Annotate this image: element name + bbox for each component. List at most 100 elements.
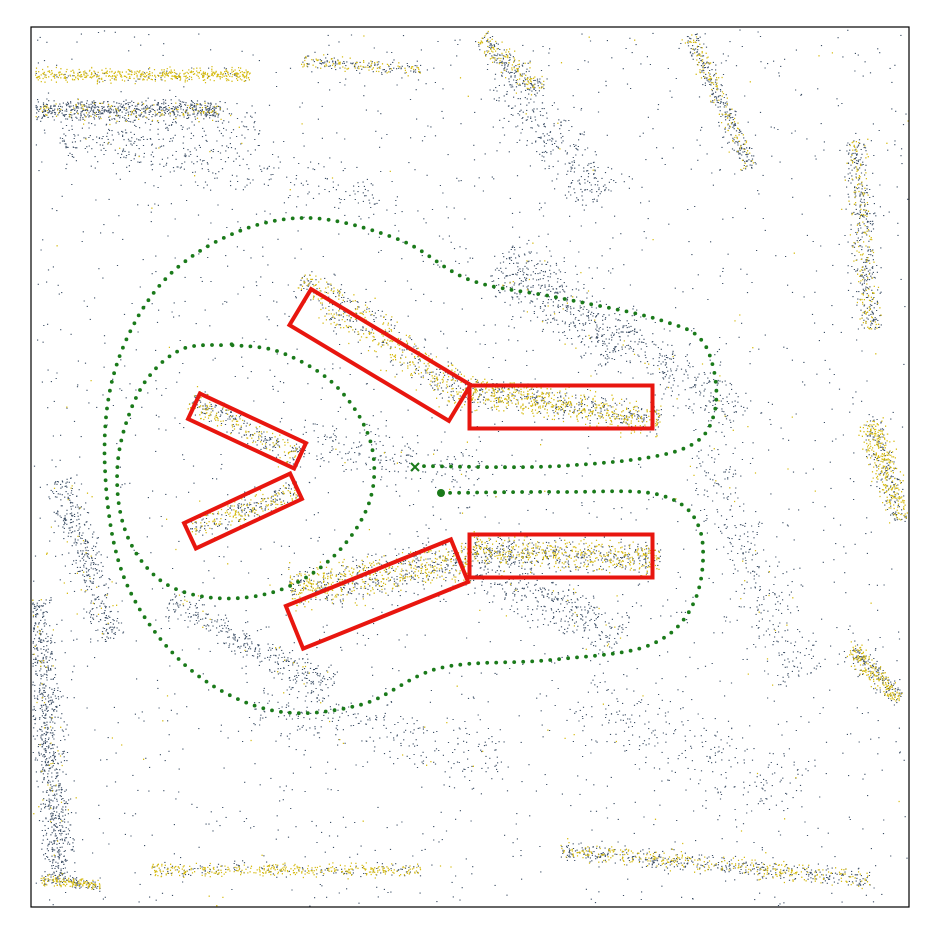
trajectory-dot: [521, 465, 525, 469]
trajectory-dot: [128, 329, 133, 334]
trajectory-dot: [125, 583, 130, 588]
trajectory-dot: [122, 575, 126, 580]
trajectory-dot: [484, 490, 488, 495]
trajectory-dot: [476, 465, 480, 469]
trajectory-dot: [266, 346, 271, 351]
trajectory-dot: [305, 711, 310, 715]
trajectory-dot: [359, 702, 363, 707]
trajectory-markers: [410, 462, 445, 497]
trajectory-dot: [476, 661, 481, 666]
trajectory-dot: [221, 236, 226, 240]
trajectory-dot: [124, 421, 128, 425]
trajectory-dot: [154, 366, 158, 371]
trajectory-dot: [669, 630, 674, 635]
trajectory-dot: [175, 349, 180, 354]
trajectory-dot: [163, 277, 168, 282]
trajectory-inner-loop: [115, 342, 377, 601]
trajectory-dot: [711, 415, 715, 420]
trajectory-dot: [467, 661, 472, 666]
trajectory-dot: [116, 558, 121, 563]
trajectory-dot: [255, 223, 260, 227]
trajectory-dot: [700, 540, 705, 545]
trajectory-dot: [474, 280, 479, 284]
trajectory-dot: [117, 354, 122, 358]
trajectory-dot: [710, 362, 715, 366]
trajectory-dot: [557, 464, 561, 468]
trajectory-dot: [699, 532, 703, 536]
trajectory-dot: [607, 305, 611, 310]
trajectory-dot: [493, 490, 497, 495]
trajectory-dot: [272, 218, 277, 223]
trajectory-dot: [592, 489, 596, 494]
trajectory-dot: [372, 466, 377, 470]
trajectory-dot: [458, 662, 463, 667]
trajectory-dot: [108, 388, 112, 393]
trajectory-dot: [219, 343, 223, 347]
trajectory-dot: [142, 380, 147, 385]
trajectory-dot: [145, 566, 150, 570]
trajectory-dot: [279, 587, 284, 592]
trajectory-dot: [530, 659, 535, 664]
trajectory-dot: [290, 216, 295, 221]
trajectory-dot: [696, 523, 701, 528]
trajectory-dot: [704, 345, 709, 350]
trajectory-dot: [355, 525, 359, 530]
trajectory-dot: [253, 594, 258, 599]
trajectory-dot: [104, 487, 109, 492]
trajectory-dot: [689, 443, 694, 447]
trajectory-dot: [283, 352, 288, 357]
trajectory-dot: [136, 313, 141, 318]
trajectory-dot: [117, 447, 122, 452]
trajectory-dot: [399, 683, 404, 687]
trajectory-dot: [659, 318, 664, 323]
trajectory-dot: [308, 216, 313, 220]
trajectory-dot: [299, 216, 304, 220]
trajectory-dot: [615, 307, 620, 312]
trajectory-dot: [539, 658, 544, 663]
trajectory-dot: [132, 321, 137, 326]
trajectory-dot: [296, 711, 301, 716]
trajectory-dot: [342, 392, 346, 397]
trajectory-dot: [466, 490, 470, 495]
trajectory-dot: [628, 489, 632, 494]
trajectory-dot: [593, 461, 597, 466]
trajectory-dot: [580, 300, 585, 305]
trajectory-dot: [270, 708, 274, 713]
trajectory-dot: [562, 297, 567, 301]
trajectory-dot: [440, 665, 445, 670]
trajectory-dot: [288, 584, 292, 588]
trajectory-dot: [529, 490, 533, 494]
trajectory-dot: [637, 646, 642, 651]
trajectory-dot: [701, 549, 705, 554]
trajectory-dot: [176, 657, 181, 661]
trajectory-dot: [315, 369, 320, 373]
trajectory-dot: [167, 354, 172, 359]
trajectory-dot: [183, 663, 188, 667]
trajectory-dot: [182, 590, 187, 595]
trajectory-dot: [628, 458, 633, 462]
trajectory-dot: [114, 549, 118, 554]
trajectory-dot: [103, 478, 108, 483]
trajectory-dot: [548, 464, 552, 469]
trajectory-dot: [281, 217, 286, 222]
trajectory-dot: [133, 599, 138, 604]
trajectory-dot: [466, 277, 470, 282]
trajectory-dot: [697, 585, 702, 590]
trajectory-dot: [335, 219, 340, 224]
trajectory-dot: [121, 429, 126, 434]
trajectory-dot: [353, 223, 357, 228]
trajectory-dot: [160, 360, 165, 364]
trajectory-dot: [347, 399, 352, 404]
trajectory-dot: [628, 648, 633, 653]
trajectory-dot: [686, 610, 691, 615]
trajectory-dot: [378, 231, 383, 235]
trajectory-dot: [102, 442, 107, 447]
trajectory-dot: [106, 505, 110, 510]
trajectory-dot: [158, 578, 163, 583]
trajectory-dot: [485, 660, 490, 665]
trajectory-dot: [158, 637, 163, 641]
trajectory-dot: [387, 234, 392, 238]
trajectory-dot: [692, 331, 697, 336]
trajectory-dot: [114, 362, 119, 367]
trajectory-dot: [521, 659, 526, 664]
